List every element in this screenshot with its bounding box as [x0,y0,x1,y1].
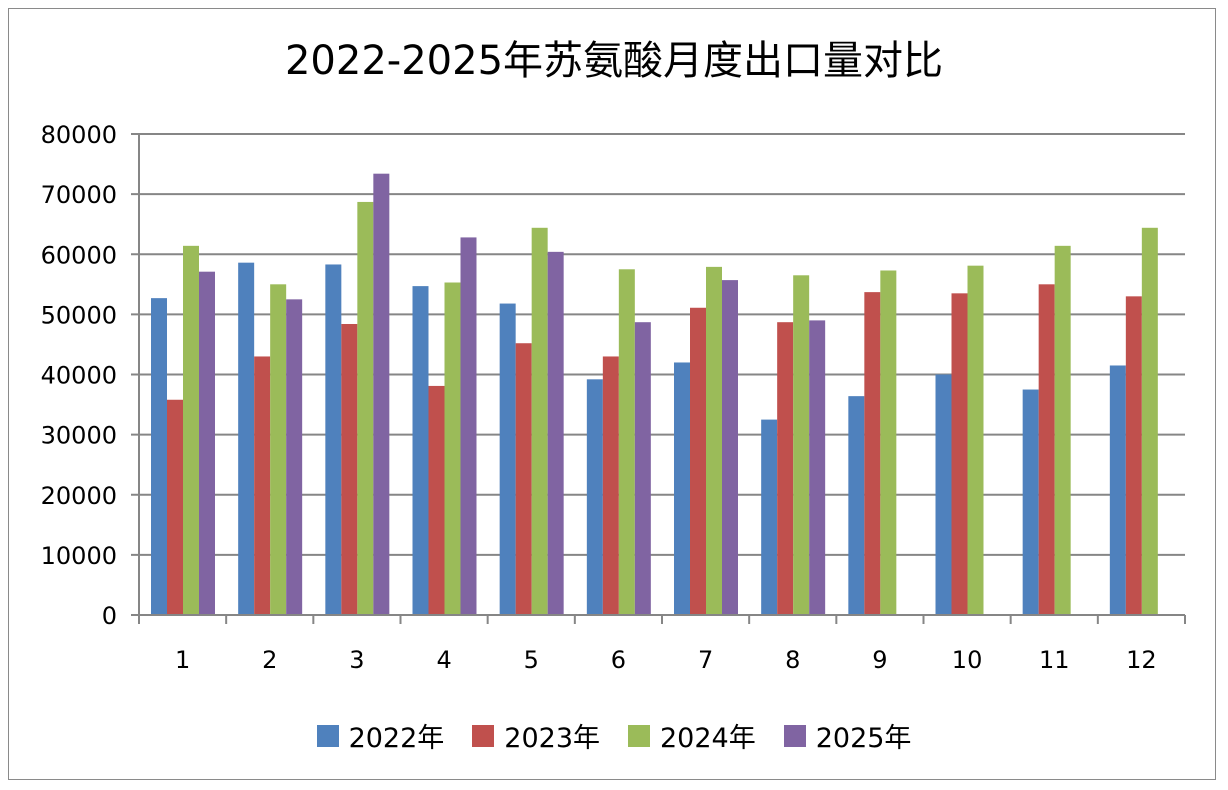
legend-label: 2024年 [660,723,756,754]
bar-2024年-11 [1054,245,1071,615]
x-tick-label: 4 [436,646,451,674]
x-tick-label: 2 [262,646,277,674]
legend: 2022年 2023年 2024年 2025年 [0,716,1228,755]
bar-2024年-2 [270,284,287,615]
x-tick-label: 8 [785,646,800,674]
bar-2023年-2 [254,356,271,615]
bar-2022年-12 [1109,365,1126,615]
legend-item: 2022年 [316,716,445,755]
bar-2025年-5 [547,251,564,615]
axes [131,133,1186,624]
y-tick-label: 10000 [41,542,117,570]
chart-title: 2022-2025年苏氨酸月度出口量对比 [284,38,944,84]
bar-2023年-10 [951,293,968,615]
x-tick-label: 12 [1126,646,1157,674]
bar-2024年-7 [706,266,722,615]
legend-item: 2024年 [628,716,756,755]
legend-label: 2025年 [815,723,912,754]
x-tick-label: 3 [349,646,364,674]
legend-swatch [628,724,650,747]
x-tick-label: 1 [175,646,190,674]
bar-2022年-8 [761,419,778,615]
y-tick-label: 40000 [41,362,117,390]
y-tick-label: 30000 [41,422,117,450]
legend-swatch [783,724,806,747]
bar-2022年-1 [151,298,167,615]
legend-item: 2023年 [472,716,600,755]
bar-2022年-10 [935,374,952,615]
bar-2023年-4 [428,385,445,615]
bar-2025年-6 [634,322,651,615]
bar-2023年-7 [690,307,706,615]
legend-swatch [472,724,495,747]
bar-2022年-11 [1022,389,1039,615]
tick-labels: 0 10000 20000 30000 40000 50000 60000 70000 8000… [41,121,1157,674]
bar-2024年-4 [444,282,461,615]
legend-label: 2022年 [348,723,445,754]
x-tick-label: 7 [698,646,713,674]
bar-2024年-9 [880,270,897,615]
bar-2022年-4 [412,286,429,615]
bar-2024年-8 [793,275,810,615]
bar-2022年-3 [325,264,342,615]
bar-2023年-12 [1125,296,1142,615]
legend-swatch [316,724,339,747]
y-tick-label: 70000 [41,181,117,209]
y-tick-label: 0 [102,602,117,630]
y-tick-label: 50000 [41,301,117,329]
bar-2023年-5 [515,343,532,615]
bar-2024年-10 [967,265,984,615]
bar-2024年-12 [1141,227,1158,616]
bar-2022年-7 [674,362,690,615]
bar-2025年-4 [460,237,477,616]
bar-2025年-8 [809,320,826,615]
bar-2023年-9 [864,292,881,615]
y-tick-label: 20000 [41,482,117,510]
bar-2024年-6 [618,269,635,615]
gridlines [139,133,1185,556]
bar-2022年-2 [238,262,255,615]
x-tick-label: 5 [524,646,539,674]
bar-2022年-5 [499,303,516,615]
bar-2022年-9 [848,396,865,615]
y-tick-label: 80000 [41,121,117,149]
bar-2025年-7 [722,280,738,615]
bar-2025年-1 [199,271,215,615]
bar-2024年-3 [357,201,374,615]
bar-2025年-2 [286,299,303,615]
bar-2023年-6 [602,356,619,615]
bars [151,173,1158,616]
x-tick-label: 6 [611,646,626,674]
legend-label: 2023年 [504,723,600,754]
bar-2022年-6 [586,379,603,615]
y-tick-label: 60000 [41,241,117,269]
x-tick-label: 11 [1039,646,1070,674]
x-tick-label: 10 [952,646,983,674]
bar-2023年-11 [1038,284,1055,615]
bar-2024年-5 [531,227,548,616]
legend-item: 2025年 [783,716,912,755]
bar-2025年-3 [373,173,390,615]
bar-2023年-3 [341,323,358,615]
bar-2024年-1 [183,245,199,615]
bar-2023年-1 [167,399,183,615]
x-tick-label: 9 [872,646,887,674]
bar-2023年-8 [777,322,794,615]
